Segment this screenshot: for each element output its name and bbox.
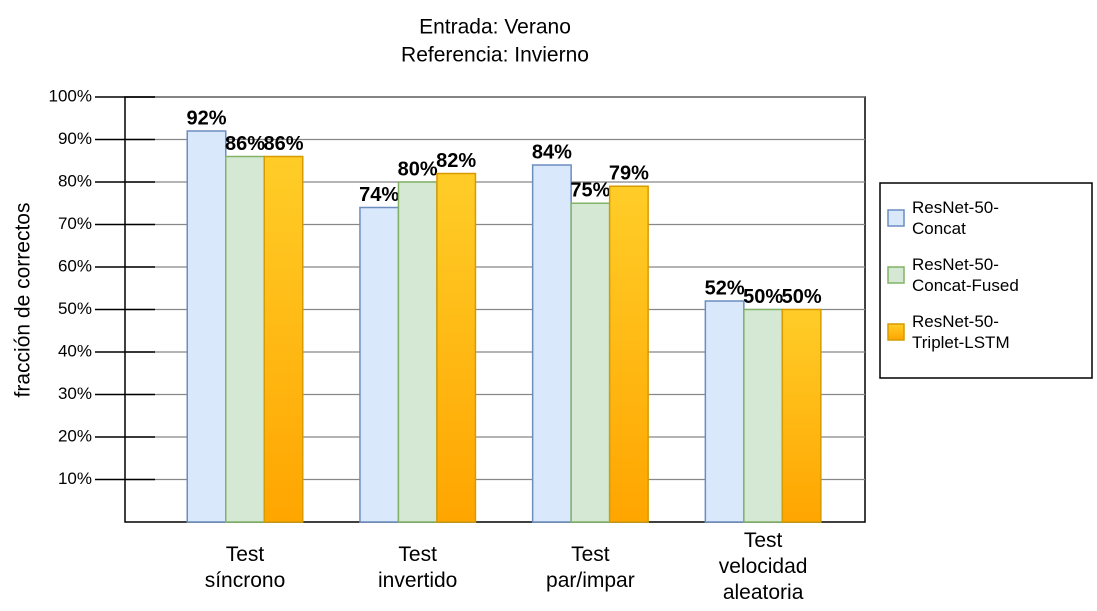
x-tick-label: Test par/impar bbox=[546, 543, 635, 592]
y-tick-label: 90% bbox=[58, 129, 92, 148]
legend-swatch bbox=[887, 209, 905, 227]
y-tick-label: 100% bbox=[49, 86, 92, 105]
legend-label: ResNet-50-Triplet-LSTM bbox=[912, 312, 1010, 352]
bar bbox=[743, 308, 784, 523]
bar bbox=[531, 164, 572, 523]
legend-box bbox=[879, 182, 1093, 379]
value-label: 80% bbox=[398, 158, 438, 180]
value-label: 50% bbox=[782, 286, 822, 308]
value-label: 92% bbox=[186, 107, 226, 129]
y-tick-label: 20% bbox=[58, 426, 92, 445]
bar bbox=[397, 181, 438, 523]
legend-label: ResNet-50-Concat-Fused bbox=[912, 255, 1019, 295]
bar bbox=[704, 300, 745, 523]
y-tick-label: 70% bbox=[58, 214, 92, 233]
x-tick-label: Test velocidad aleatoria bbox=[718, 529, 808, 604]
bar bbox=[608, 185, 649, 523]
y-tick-label: 10% bbox=[58, 469, 92, 488]
value-label: 86% bbox=[225, 133, 265, 155]
bar bbox=[436, 172, 477, 523]
legend-swatch bbox=[887, 323, 905, 341]
value-label: 86% bbox=[263, 133, 303, 155]
y-tick-label: 50% bbox=[58, 299, 92, 318]
y-tick-label: 80% bbox=[58, 171, 92, 190]
value-label: 84% bbox=[532, 141, 572, 163]
value-label: 75% bbox=[570, 180, 610, 202]
x-tick-label: Test síncrono bbox=[204, 543, 286, 592]
bar bbox=[263, 155, 304, 523]
bar bbox=[781, 308, 822, 523]
value-label: 82% bbox=[436, 150, 476, 172]
y-tick-label: 30% bbox=[58, 384, 92, 403]
value-label: 79% bbox=[609, 163, 649, 185]
value-label: 52% bbox=[705, 277, 745, 299]
y-tick-label: 60% bbox=[58, 256, 92, 275]
chart-title: Entrada: Verano bbox=[419, 16, 571, 39]
chart-subtitle: Referencia: Invierno bbox=[401, 44, 589, 67]
bar bbox=[359, 206, 400, 523]
y-tick-label: 40% bbox=[58, 341, 92, 360]
bar bbox=[570, 202, 611, 523]
bar bbox=[186, 130, 227, 523]
legend-label: ResNet-50-Concat bbox=[912, 198, 999, 238]
y-axis-label: fracción de correctos bbox=[12, 203, 35, 398]
bar bbox=[225, 155, 265, 523]
value-label: 74% bbox=[359, 184, 399, 206]
value-label: 50% bbox=[743, 286, 783, 308]
x-tick-label: Test invertido bbox=[377, 543, 458, 592]
legend-swatch bbox=[887, 266, 905, 284]
